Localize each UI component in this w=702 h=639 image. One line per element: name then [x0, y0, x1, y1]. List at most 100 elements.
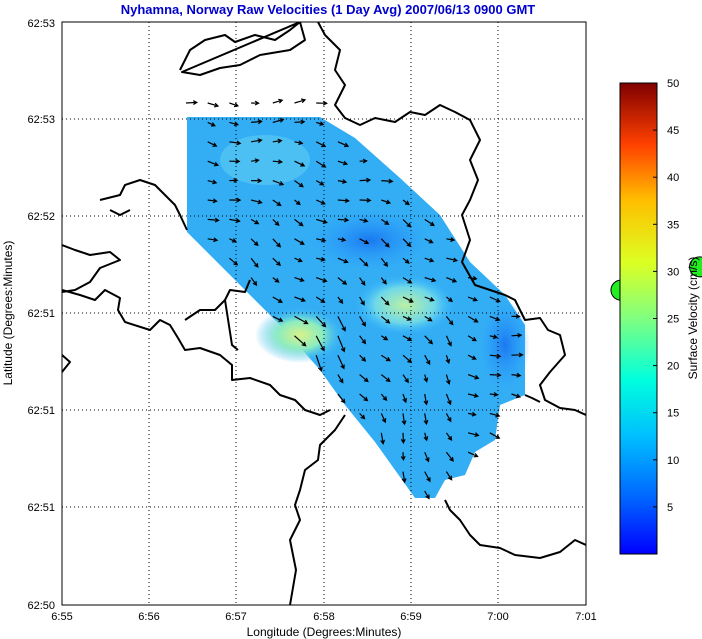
velocity-arrow — [250, 218, 260, 225]
velocity-arrow — [467, 451, 479, 458]
velocity-arrow — [424, 471, 431, 483]
velocity-arrow — [400, 452, 406, 462]
velocity-arrow — [185, 100, 199, 106]
velocity-arrow — [424, 335, 434, 345]
velocity-arrow — [272, 257, 281, 267]
velocity-arrow — [467, 374, 480, 380]
y-axis-label: Latitude (Degrees:Minutes) — [1, 241, 15, 386]
velocity-arrow — [424, 238, 434, 244]
velocity-arrow — [511, 352, 524, 358]
velocity-arrow — [251, 100, 260, 106]
velocity-arrow — [424, 277, 437, 283]
velocity-arrow — [489, 334, 499, 340]
velocity-arrow — [400, 432, 406, 444]
velocity-arrow — [272, 218, 280, 226]
velocity-arrow — [207, 121, 216, 127]
velocity-arrow — [294, 315, 309, 325]
velocity-arrow — [315, 335, 325, 352]
colorbar-tick-label: 5 — [667, 502, 673, 514]
velocity-arrow — [250, 238, 259, 247]
velocity-arrow — [401, 413, 407, 426]
colorbar-tick-label: 50 — [667, 78, 679, 90]
velocity-arrow — [468, 275, 478, 281]
velocity-arrow — [467, 393, 479, 398]
velocity-arrow — [381, 178, 394, 184]
velocity-arrow — [294, 335, 307, 347]
velocity-arrow — [272, 199, 282, 207]
velocity-arrow — [229, 177, 239, 183]
velocity-arrow — [359, 218, 369, 223]
velocity-arrow — [272, 277, 280, 283]
velocity-arrow — [381, 199, 392, 205]
low-speed-zone-2 — [480, 300, 530, 390]
colorbar-gradient — [619, 82, 658, 555]
velocity-arrow — [316, 256, 326, 262]
velocity-arrow — [337, 393, 346, 404]
velocity-arrow — [380, 238, 390, 248]
low-speed-zone-1 — [310, 210, 430, 270]
y-tick-label: 62:51 — [27, 502, 55, 514]
velocity-arrow — [337, 160, 349, 166]
velocity-arrow — [467, 296, 478, 302]
coastline-south — [289, 414, 346, 605]
x-tick-label: 7:01 — [575, 611, 596, 623]
velocity-arrow — [359, 316, 366, 327]
velocity-arrow — [229, 102, 240, 108]
velocity-arrow — [207, 102, 220, 108]
velocity-arrow — [511, 313, 521, 319]
colorbar-label: Surface Velocity (cm/s) — [686, 257, 700, 380]
velocity-arrow — [229, 218, 241, 224]
velocity-arrow — [207, 237, 219, 243]
velocity-arrow — [446, 257, 459, 263]
velocity-arrow — [337, 198, 350, 204]
y-tick-label: 62:53 — [27, 114, 55, 126]
velocity-arrow — [511, 332, 523, 338]
colorbar-tick-label: 40 — [667, 172, 679, 184]
velocity-arrow — [294, 98, 307, 104]
coastline-peninsula — [184, 279, 251, 351]
coastline-east — [317, 22, 586, 416]
velocity-arrow — [467, 354, 477, 360]
colorbar-tick-label: 10 — [667, 455, 679, 467]
velocity-arrow — [359, 335, 367, 345]
velocity-arrow — [402, 374, 409, 384]
velocity-arrow — [467, 432, 480, 437]
velocity-arrow — [337, 335, 346, 353]
velocity-arrow — [489, 353, 502, 359]
velocity-arrow — [489, 432, 501, 439]
velocity-arrow — [424, 451, 430, 463]
velocity-arrow — [294, 238, 305, 245]
velocity-arrow — [316, 218, 328, 224]
velocity-arrow — [315, 141, 327, 148]
velocity-arrow — [380, 393, 388, 402]
velocity-arrow — [359, 177, 372, 183]
velocity-arrow — [424, 315, 433, 322]
velocity-arrow — [489, 392, 499, 397]
velocity-arrow — [337, 217, 350, 223]
mid-speed-zone — [220, 135, 310, 185]
velocity-arrow — [402, 296, 414, 303]
velocity-arrow — [423, 413, 429, 426]
velocity-arrow — [337, 316, 346, 332]
velocity-arrow — [337, 257, 349, 264]
velocity-arrow — [359, 238, 370, 244]
coastline-north-island — [179, 22, 306, 76]
velocity-arrow — [359, 197, 372, 203]
velocity-arrow — [294, 160, 306, 167]
velocity-arrow — [380, 432, 386, 445]
velocity-arrow — [402, 335, 413, 342]
velocity-arrow — [251, 158, 260, 164]
colorbar: 5 10 15 20 25 30 35 40 45 50 Surface Velocity (cm… — [619, 78, 700, 555]
velocity-arrow — [402, 277, 413, 284]
velocity-arrows — [185, 98, 524, 500]
y-tick-label: 62:52 — [27, 211, 55, 223]
velocity-arrow — [251, 119, 263, 125]
velocity-arrow — [250, 199, 263, 205]
x-tick-label: 6:57 — [225, 611, 246, 623]
velocity-arrow — [424, 257, 435, 263]
velocity-arrow — [424, 296, 435, 302]
velocity-arrow — [445, 451, 454, 462]
x-tick-label: 7:00 — [487, 611, 508, 623]
coastline-west-island — [62, 244, 121, 373]
velocity-arrow — [402, 199, 410, 206]
